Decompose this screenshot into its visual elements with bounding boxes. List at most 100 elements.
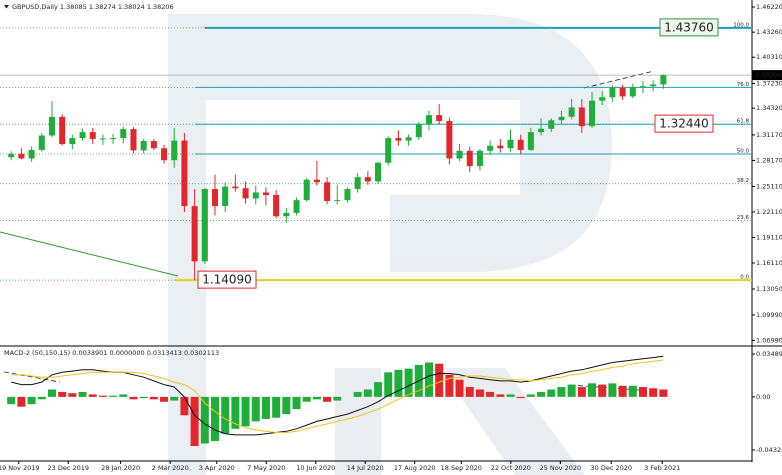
- x-tick-label: 3 Apr 2020: [199, 464, 235, 472]
- symbol-title: GBPUSD,Daily: [12, 3, 58, 11]
- candle-body: [497, 145, 504, 149]
- histogram-bar: [312, 396, 321, 400]
- trendline: [3, 371, 61, 383]
- histogram-bar: [221, 396, 230, 434]
- candle-body: [293, 200, 300, 213]
- y-tick-label: 1.13050: [756, 285, 782, 293]
- candle-body: [639, 86, 646, 88]
- histogram-bar: [455, 379, 464, 397]
- candle-body: [28, 149, 35, 159]
- macd-value: 0.0033901: [72, 349, 107, 357]
- x-tick-label: 17 Aug 2020: [394, 464, 436, 472]
- histogram-bar: [231, 396, 240, 429]
- candle-body: [99, 138, 106, 140]
- x-tick-label: 14 Jul 2020: [347, 464, 384, 472]
- candle-body: [425, 115, 432, 125]
- histogram-bar: [129, 396, 138, 400]
- candle-body: [191, 206, 198, 262]
- candle-body: [110, 138, 117, 140]
- x-tick-label: 10 Jun 2020: [296, 464, 335, 472]
- histogram-bar: [272, 396, 281, 418]
- y-tick-label: 1.28170: [756, 156, 782, 164]
- candle-body: [538, 128, 545, 133]
- candle-body: [507, 139, 514, 149]
- candle-body: [629, 87, 636, 97]
- histogram-bar: [628, 385, 637, 397]
- candle-body: [89, 132, 96, 139]
- histogram-bar: [68, 393, 77, 397]
- histogram-bar: [323, 396, 332, 402]
- candle-body: [79, 132, 86, 139]
- histogram-bar: [557, 387, 566, 397]
- fib-level-label: 50.0: [737, 149, 750, 155]
- histogram-bar: [547, 389, 556, 397]
- histogram-bar: [659, 389, 668, 397]
- y-tick-label: 1.19110: [756, 233, 782, 241]
- candle-body: [130, 129, 137, 151]
- candle-body: [385, 138, 392, 163]
- macd-value: 0.0302113: [184, 349, 219, 357]
- menu-arrow[interactable]: [4, 5, 9, 9]
- histogram-bar: [88, 394, 97, 397]
- histogram-bar: [241, 396, 250, 427]
- candle-body: [161, 148, 168, 161]
- candle-body: [415, 124, 422, 138]
- candle-body: [487, 145, 494, 151]
- histogram-bar: [109, 395, 118, 397]
- x-tick-label: 19 Nov 2019: [0, 464, 40, 472]
- candle-body: [558, 116, 565, 121]
- trendline: [583, 70, 655, 89]
- histogram-bar: [200, 396, 209, 444]
- candle-body: [303, 179, 310, 201]
- histogram-bar: [180, 396, 189, 416]
- symbol-header: GBPUSD,Daily 1.38085 1.38274 1.38024 1.3…: [12, 3, 174, 11]
- y-tick-label: 0.0348933: [756, 350, 782, 358]
- candle-body: [405, 137, 412, 141]
- macd-value: 0.0313413: [147, 349, 182, 357]
- histogram-bar: [424, 362, 433, 397]
- x-tick-label: 3 Feb 2021: [644, 464, 680, 472]
- y-tick-label: 1.09990: [756, 311, 782, 319]
- candle-body: [273, 195, 280, 217]
- histogram-bar: [537, 391, 546, 397]
- quote: 1.38085: [60, 3, 87, 11]
- candle-body: [283, 212, 290, 217]
- histogram-bar: [58, 391, 67, 397]
- histogram-bar: [7, 396, 16, 405]
- candle-body: [589, 100, 596, 127]
- candle-body: [8, 153, 15, 158]
- histogram-bar: [486, 391, 495, 397]
- x-tick-label: 7 May 2020: [247, 464, 285, 472]
- histogram-bar: [292, 396, 301, 410]
- histogram-bar: [149, 396, 158, 400]
- trendline: [0, 231, 179, 277]
- y-tick-label: 1.37230: [756, 79, 782, 87]
- x-tick-label: 22 Oct 2020: [491, 464, 531, 472]
- candle-body: [466, 150, 473, 167]
- y-tick-label: 1.22110: [756, 208, 782, 216]
- candle-body: [181, 140, 188, 207]
- histogram-bar: [160, 396, 169, 402]
- macd-value: 0.0000000: [110, 349, 145, 357]
- candle-body: [517, 139, 524, 150]
- macd-title: MACD-2 (50,150,15): [4, 349, 70, 357]
- x-tick-label: 18 Sep 2020: [441, 464, 482, 472]
- histogram-bar: [445, 374, 454, 397]
- candle-body: [568, 107, 575, 117]
- candle-body: [232, 186, 239, 189]
- quote: 1.38206: [147, 3, 174, 11]
- last-price-box: [752, 70, 782, 81]
- candle-body: [456, 150, 463, 159]
- histogram-bar: [139, 396, 148, 399]
- y-tick-label: 1.31170: [756, 131, 782, 139]
- price-label: 1.43760: [664, 20, 714, 34]
- histogram-bar: [37, 396, 46, 400]
- y-tick-label: 1.06990: [756, 336, 782, 344]
- price-label-box: [197, 270, 257, 289]
- quote: 1.38274: [89, 3, 116, 11]
- histogram-bar: [333, 396, 342, 401]
- candle-body: [18, 153, 25, 159]
- candle-body: [313, 179, 320, 183]
- histogram-bar: [506, 394, 515, 397]
